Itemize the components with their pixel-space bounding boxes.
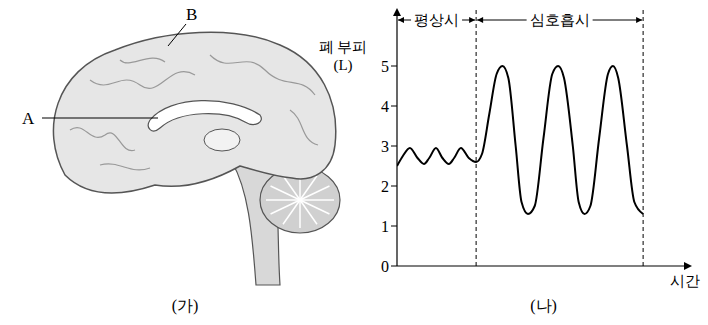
svg-text:5: 5 — [381, 58, 389, 75]
html-text:(L): (L) — [333, 57, 353, 73]
html-text:시간: 시간 — [670, 273, 700, 289]
svg-text:평상시: 평상시 — [414, 12, 459, 28]
svg-text:4: 4 — [381, 98, 389, 115]
svg-text:심호흡시: 심호흡시 — [530, 12, 590, 28]
html-text:폐 부피: 폐 부피 — [318, 39, 368, 55]
svg-text:A: A — [22, 109, 35, 128]
html-text:(나): (나) — [530, 297, 557, 314]
html-text:(가): (가) — [171, 297, 199, 314]
svg-text:2: 2 — [381, 178, 389, 195]
svg-text:0: 0 — [381, 258, 389, 275]
svg-text:1: 1 — [381, 218, 389, 235]
svg-text:3: 3 — [381, 138, 389, 155]
svg-text:B: B — [186, 5, 197, 24]
